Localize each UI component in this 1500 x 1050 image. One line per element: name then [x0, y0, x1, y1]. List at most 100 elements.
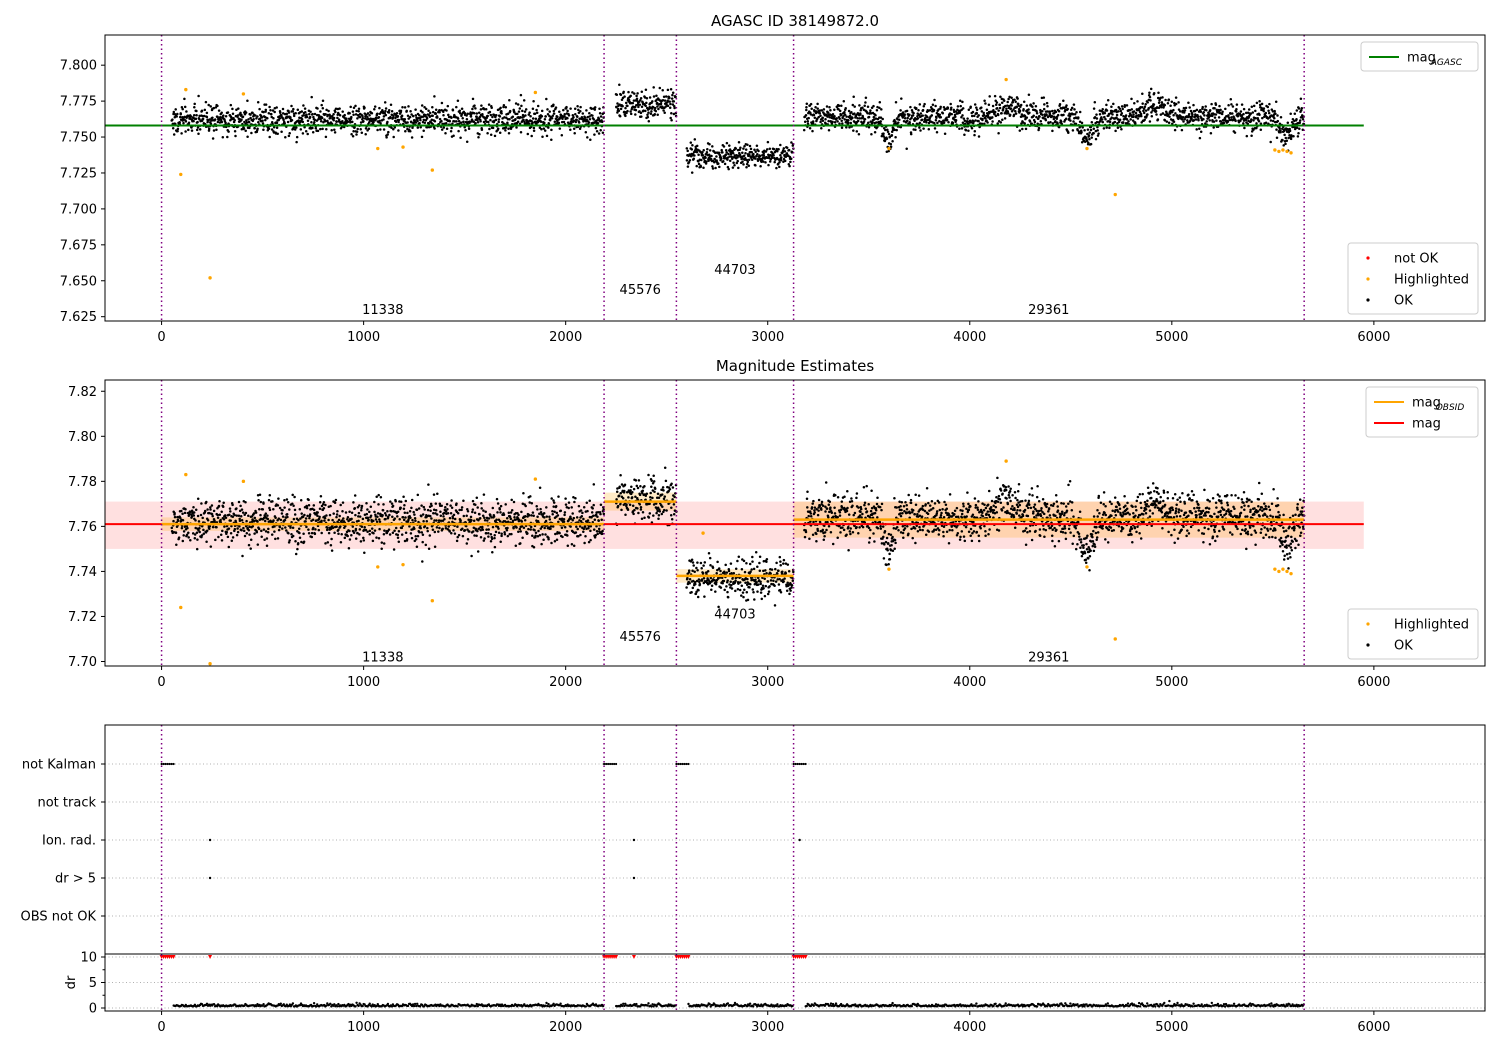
ok-point [844, 106, 847, 110]
ok-point [599, 128, 602, 132]
ok-point [639, 99, 642, 102]
ok-point [656, 492, 660, 496]
ok-point [316, 107, 319, 110]
ok-point [995, 101, 999, 104]
ok-point [993, 110, 997, 114]
ok-point [477, 527, 481, 530]
ok-point [426, 125, 429, 129]
ok-point [533, 529, 536, 532]
ok-point [293, 128, 297, 131]
ok-point [915, 107, 918, 110]
ok-point [1179, 115, 1183, 118]
ok-point [216, 516, 220, 520]
ok-point [920, 118, 924, 122]
ok-point [1183, 109, 1187, 112]
ok-point [360, 506, 363, 510]
ok-point [585, 501, 589, 504]
ok-point [629, 112, 633, 116]
ok-point [438, 117, 442, 121]
ok-point [207, 103, 210, 107]
ok-point [1142, 107, 1146, 110]
ok-point [316, 511, 319, 514]
ok-point [196, 497, 200, 500]
ok-point [294, 540, 297, 543]
ok-point [509, 511, 513, 514]
ok-point [271, 109, 275, 112]
x-tick-label: 4000 [953, 330, 986, 345]
ok-point [1130, 97, 1133, 101]
ok-point [1212, 126, 1215, 129]
ok-point [469, 515, 473, 519]
ok-point [1112, 102, 1115, 106]
ok-point [344, 511, 348, 514]
ok-point [455, 539, 459, 543]
ok-point [653, 112, 657, 116]
ok-point [901, 111, 905, 114]
ok-point [459, 519, 462, 522]
ok-point [478, 132, 481, 136]
ok-point [302, 532, 305, 535]
ok-point [803, 120, 807, 123]
ok-point [1284, 136, 1288, 140]
ok-point [934, 119, 938, 122]
ok-point [314, 127, 318, 130]
ok-point [442, 515, 445, 518]
ok-point [221, 135, 225, 139]
ok-point [859, 109, 862, 112]
ok-point [456, 117, 460, 120]
ok-point [390, 109, 394, 113]
ok-point [513, 515, 516, 519]
ok-point [566, 534, 569, 537]
ok-point [421, 560, 424, 563]
ok-point [180, 509, 183, 513]
ok-point [991, 116, 994, 119]
ok-point [392, 135, 395, 139]
ok-point [758, 154, 762, 158]
ok-point [242, 526, 245, 530]
ok-point [589, 538, 592, 542]
ok-point [450, 532, 453, 535]
ok-point [662, 489, 665, 492]
ok-point [1184, 106, 1188, 110]
ok-point [1207, 116, 1211, 119]
ok-point [269, 109, 272, 112]
ok-point [1065, 104, 1068, 107]
ok-point [477, 136, 480, 139]
ok-point [660, 512, 664, 516]
ok-point [756, 152, 759, 156]
ok-point [1205, 109, 1208, 112]
ok-point [641, 491, 644, 495]
ok-point [497, 527, 500, 530]
ok-point [412, 510, 415, 514]
ok-point [589, 138, 592, 141]
ok-point [1247, 108, 1251, 111]
ok-point [1222, 121, 1226, 125]
ok-point [262, 528, 266, 531]
ok-point [938, 120, 941, 123]
ok-point [1054, 119, 1057, 123]
ok-point [408, 115, 412, 119]
ok-point [1071, 113, 1075, 116]
ok-point [320, 531, 323, 535]
ok-point [1244, 111, 1248, 115]
ok-point [252, 118, 255, 121]
ok-point [366, 112, 370, 115]
ok-point [212, 509, 216, 513]
ok-point [1042, 117, 1045, 120]
ok-point [895, 128, 898, 132]
ok-point [256, 493, 260, 497]
ok-point [215, 526, 218, 529]
ok-point [552, 499, 555, 502]
ok-point [670, 482, 673, 486]
ok-point [479, 119, 482, 123]
ok-point [500, 532, 503, 536]
ok-point [433, 127, 436, 130]
ok-point [312, 526, 315, 530]
ok-point [251, 525, 255, 528]
ok-point [1114, 129, 1117, 133]
ok-point [1159, 96, 1162, 100]
ok-point [1297, 107, 1301, 110]
ok-point [777, 147, 780, 151]
ok-point [504, 126, 508, 129]
ok-point [1245, 134, 1249, 138]
